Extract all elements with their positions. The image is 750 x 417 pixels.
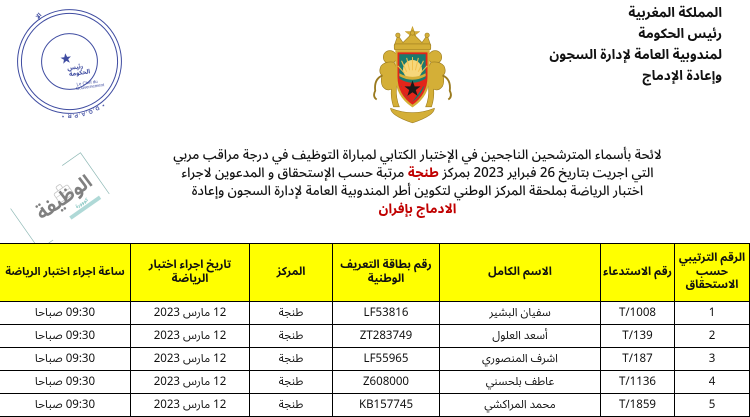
svg-text:الإدارة العامة لإدارة السجون و: الإدارة العامة لإدارة السجون وإعادة الإد… bbox=[0, 1, 46, 65]
svg-text:* D.G.A.P.R *: * D.G.A.P.R * bbox=[58, 89, 105, 132]
svg-text:الحكومة: الحكومة bbox=[68, 64, 91, 81]
svg-text:الوظيفة: الوظيفة bbox=[27, 163, 102, 232]
